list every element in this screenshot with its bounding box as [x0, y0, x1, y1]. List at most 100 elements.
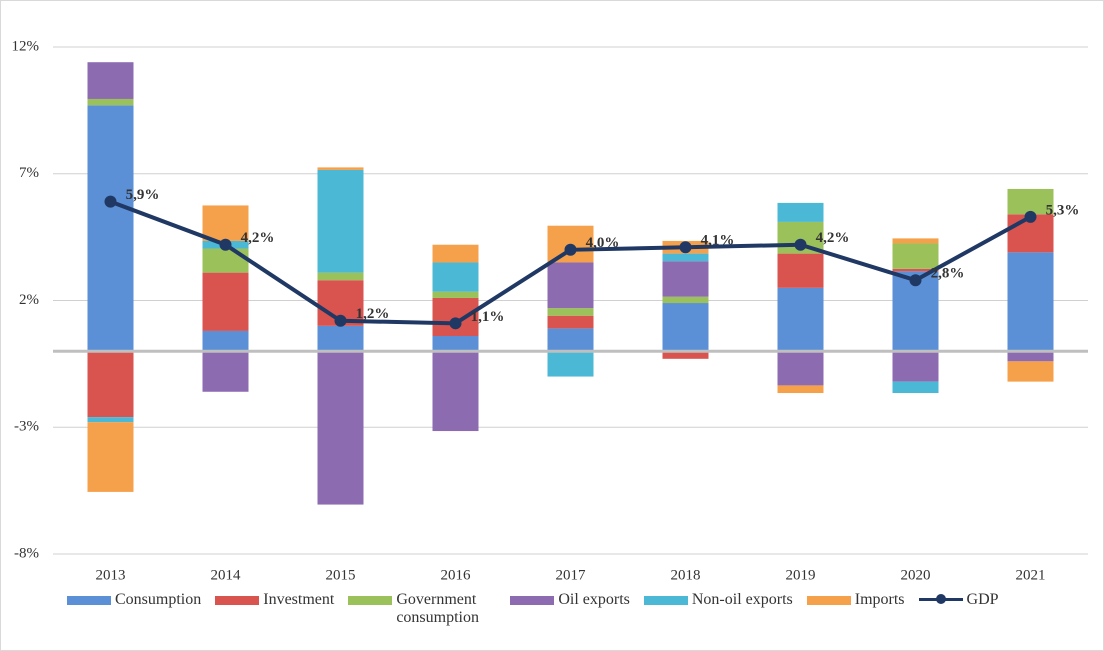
- legend-swatch: [215, 596, 260, 605]
- legend-swatch: [348, 596, 393, 605]
- bar-segment: [547, 308, 594, 316]
- legend-item: Oil exports: [510, 591, 630, 609]
- data-label: 5,9%: [126, 187, 160, 203]
- data-label: 2,8%: [931, 266, 965, 282]
- bar-segment: [547, 351, 594, 377]
- legend-item: Government consumption: [348, 591, 496, 627]
- bar-segment: [317, 351, 364, 505]
- x-tick-label: 2017: [556, 567, 587, 583]
- x-tick-label: 2014: [211, 567, 242, 583]
- bar-segment: [432, 262, 479, 292]
- bar-segment: [1007, 188, 1054, 215]
- bar-segment: [892, 381, 939, 394]
- x-tick-label: 2015: [326, 567, 356, 583]
- bar-segment: [202, 272, 249, 331]
- gdp-point: [449, 317, 462, 330]
- bar-segment: [547, 262, 594, 309]
- x-tick-label: 2021: [1016, 567, 1046, 583]
- gdp-point: [679, 241, 692, 254]
- data-label: 1,1%: [471, 309, 505, 325]
- bar-segment: [432, 244, 479, 263]
- legend-swatch: [643, 596, 688, 605]
- legend-label: Non-oil exports: [691, 591, 793, 608]
- data-label: 4,2%: [816, 230, 850, 246]
- bar-segment: [317, 169, 364, 273]
- legend-label: GDP: [966, 591, 999, 608]
- bar-segment: [892, 351, 939, 382]
- legend-item: GDP: [918, 591, 999, 609]
- bar-segment: [777, 385, 824, 394]
- y-tick-label: -8%: [14, 545, 39, 561]
- bar-segment: [87, 417, 134, 423]
- bar-segment: [892, 238, 939, 244]
- legend-item: Imports: [806, 591, 905, 609]
- legend-label: Imports: [854, 591, 905, 608]
- legend-item: Investment: [215, 591, 334, 609]
- y-tick-label: 2%: [19, 292, 39, 308]
- data-label: 4,2%: [241, 230, 275, 246]
- legend-swatch: [67, 596, 111, 605]
- bar-segment: [547, 328, 594, 352]
- bar-segment: [892, 243, 939, 269]
- bar-segment: [662, 261, 709, 297]
- bar-segment: [317, 272, 364, 281]
- bar-segment: [777, 202, 824, 222]
- y-tick-label: 12%: [12, 38, 40, 54]
- bar-segment: [432, 297, 479, 336]
- x-tick-label: 2018: [671, 567, 701, 583]
- bar-segment: [432, 351, 479, 432]
- bar-segment: [777, 287, 824, 352]
- y-tick-label: 7%: [19, 165, 39, 181]
- gdp-point: [564, 243, 577, 256]
- bar-segment: [1007, 361, 1054, 382]
- x-tick-label: 2020: [901, 567, 931, 583]
- gdp-point: [909, 274, 922, 287]
- bar-segment: [87, 98, 134, 106]
- legend-swatch: [918, 591, 963, 605]
- bar-segment: [662, 253, 709, 262]
- data-label: 4,0%: [586, 235, 620, 251]
- legend-label: Investment: [263, 591, 335, 608]
- y-tick-label: -3%: [14, 419, 39, 435]
- x-tick-label: 2013: [96, 567, 126, 583]
- bar-segment: [87, 422, 134, 492]
- legend-item: Consumption: [67, 591, 201, 609]
- gdp-point: [334, 314, 347, 327]
- gdp-point: [104, 195, 117, 208]
- legend-label: Consumption: [115, 591, 202, 608]
- bar-segment: [202, 330, 249, 352]
- bar-segment: [87, 62, 134, 99]
- legend-swatch: [806, 596, 851, 605]
- bar-segment: [1007, 351, 1054, 362]
- x-tick-label: 2019: [786, 567, 816, 583]
- bar-segment: [662, 303, 709, 352]
- bar-segment: [202, 205, 249, 241]
- bar-segment: [317, 167, 364, 170]
- bar-segment: [1007, 252, 1054, 352]
- bar-segment: [202, 351, 249, 392]
- bar-segment: [317, 325, 364, 352]
- bar-segment: [202, 248, 249, 273]
- bar-segment: [662, 351, 709, 359]
- bar-segment: [662, 296, 709, 304]
- data-label: 5,3%: [1046, 202, 1080, 218]
- gdp-point: [219, 238, 232, 251]
- legend-swatch: [510, 596, 555, 605]
- legend-label: Government consumption: [396, 591, 479, 626]
- bar-segment: [777, 253, 824, 288]
- bar-segment: [87, 351, 134, 418]
- legend-dot: [935, 594, 946, 604]
- bar-segment: [892, 268, 939, 272]
- bar-segment: [432, 291, 479, 298]
- bar-segment: [547, 315, 594, 329]
- bar-segment: [432, 335, 479, 352]
- x-tick-label: 2016: [441, 567, 472, 583]
- legend: Consumption Investment Government consumpt…: [67, 591, 1067, 627]
- gdp-point: [1024, 210, 1037, 223]
- data-label: 4,1%: [701, 233, 735, 249]
- gdp-point: [794, 238, 807, 251]
- legend-item: Non-oil exports: [643, 591, 793, 609]
- data-label: 1,2%: [356, 306, 390, 322]
